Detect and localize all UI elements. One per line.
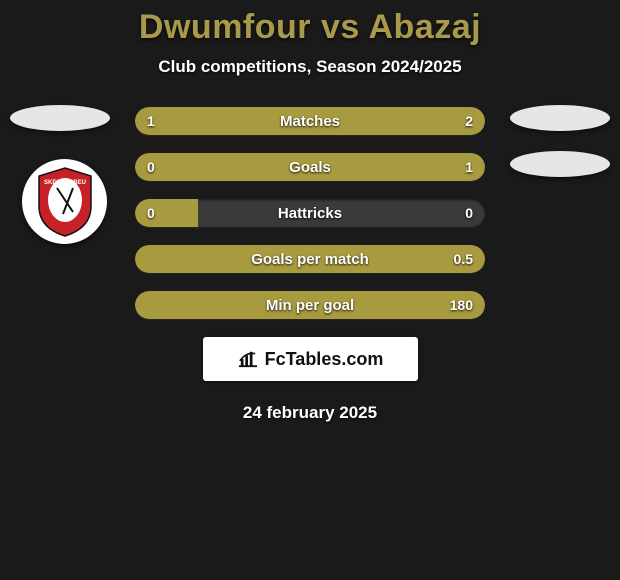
svg-text:SKENDERBEU: SKENDERBEU [43,180,85,186]
bar-fill-right [251,107,486,135]
stat-value-right: 0 [465,199,473,227]
stat-row: Goals per match0.5 [135,245,485,273]
comparison-card: Dwumfour vs Abazaj Club competitions, Se… [0,0,620,423]
stat-row: Matches12 [135,107,485,135]
fctables-logo: FcTables.com [203,337,418,381]
bar-fill-right [135,245,485,273]
bar-fill-left [135,153,198,181]
bar-fill-left [135,199,198,227]
logo-text: FcTables.com [265,349,384,370]
card-date: 24 february 2025 [0,403,620,423]
stat-row: Goals01 [135,153,485,181]
team-crest-icon: SKENDERBEU [22,159,107,244]
team-right-ellipse-icon-2 [510,151,610,177]
stat-row: Hattricks00 [135,199,485,227]
bar-fill-left [135,107,251,135]
chart-bars-icon [237,350,259,368]
card-subtitle: Club competitions, Season 2024/2025 [0,57,620,77]
card-title: Dwumfour vs Abazaj [0,8,620,47]
bar-fill-right [135,291,485,319]
team-right-ellipse-icon [510,105,610,131]
stat-row: Min per goal180 [135,291,485,319]
team-left-ellipse-icon [10,105,110,131]
bar-fill-right [198,153,485,181]
stat-rows: SKENDERBEU Matches12 Goals01 Hattricks00 Go… [0,107,620,319]
